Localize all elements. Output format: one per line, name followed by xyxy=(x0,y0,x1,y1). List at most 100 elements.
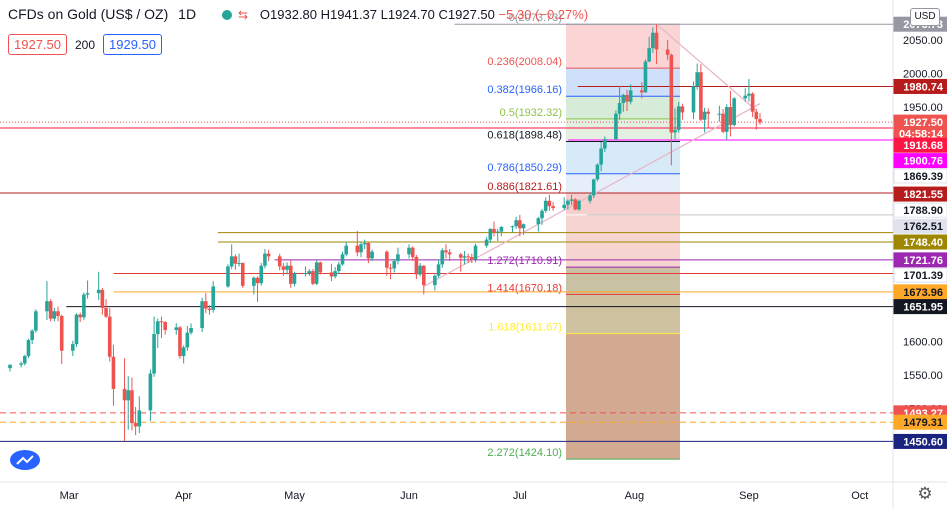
candle-body-30 xyxy=(163,321,167,331)
candle-body-60 xyxy=(329,272,334,277)
candle-body-32 xyxy=(178,327,182,357)
candle-body-5 xyxy=(34,311,38,331)
candle-body-138 xyxy=(743,95,748,99)
low-value: L1924.70 xyxy=(380,7,435,22)
currency-button[interactable]: USD xyxy=(910,8,940,26)
axis-label-11: 1721.76 xyxy=(903,255,943,267)
candle-body-122 xyxy=(654,32,659,50)
y-tick-3: 1600.00 xyxy=(903,336,943,348)
candle-body-13 xyxy=(78,314,82,318)
sell-price-button[interactable]: 1927.50 xyxy=(8,34,67,55)
candle-body-4 xyxy=(30,330,34,341)
candle-body-95 xyxy=(514,220,518,227)
high-value: H1941.37 xyxy=(320,7,378,22)
candle-body-119 xyxy=(643,61,648,93)
candle-body-0 xyxy=(8,364,12,369)
candle-body-87 xyxy=(470,257,474,260)
compare-icon[interactable]: ⇆ xyxy=(237,8,249,22)
fib-zone-9 xyxy=(566,294,680,334)
fib-label-6: 0.886(1821.61) xyxy=(487,181,562,193)
axis-label-bg-12 xyxy=(893,267,947,283)
x-tick-2: May xyxy=(284,490,305,502)
candle-body-114 xyxy=(617,103,622,114)
candle-body-9 xyxy=(56,311,60,316)
candle-body-98 xyxy=(536,218,541,225)
axis-label-bg-13 xyxy=(893,284,947,300)
candle-body-7 xyxy=(48,301,53,319)
candle-body-64 xyxy=(344,245,349,255)
tradingview-logo[interactable] xyxy=(10,450,40,470)
candle-body-37 xyxy=(204,301,208,309)
fib-zone-8 xyxy=(566,267,680,295)
axis-label-bg-5 xyxy=(893,153,947,169)
interval-label[interactable]: 1D xyxy=(178,6,197,22)
candle-body-75 xyxy=(410,247,415,258)
candle-body-6 xyxy=(45,301,49,312)
candle-body-69 xyxy=(370,251,374,259)
candle-body-92 xyxy=(495,231,500,233)
x-tick-1: Apr xyxy=(175,490,192,502)
candle-body-66 xyxy=(359,244,363,253)
candle-body-10 xyxy=(59,315,64,351)
axis-label-bg-8 xyxy=(893,202,947,218)
candle-body-8 xyxy=(52,311,57,319)
candle-body-86 xyxy=(466,256,470,258)
symbol-label[interactable]: CFDs on Gold (US$ / OZ) xyxy=(8,6,169,22)
candle-body-78 xyxy=(421,265,426,286)
candle-body-101 xyxy=(547,200,552,207)
cloud-icon xyxy=(16,455,34,465)
axis-label-bg-4 xyxy=(893,137,947,153)
candle-body-136 xyxy=(728,107,733,126)
fib-label-2: 0.382(1966.16) xyxy=(487,84,562,96)
candle-body-132 xyxy=(706,111,711,114)
candle-body-110 xyxy=(595,164,600,180)
candle-body-18 xyxy=(104,307,108,317)
fib-zone-7 xyxy=(566,214,680,268)
candle-body-106 xyxy=(573,199,578,210)
axis-label-bg-6 xyxy=(893,168,947,184)
candle-body-27 xyxy=(152,334,156,374)
quote-panel: 1927.50 200 1929.50 xyxy=(8,34,163,55)
buy-price-button[interactable]: 1929.50 xyxy=(103,34,163,55)
candle-body-142 xyxy=(758,119,762,123)
candle-body-38 xyxy=(207,308,212,310)
candle-body-141 xyxy=(754,111,759,120)
candle-body-67 xyxy=(362,242,367,245)
spread-value: 200 xyxy=(75,38,96,52)
candle-body-58 xyxy=(314,262,319,284)
fib-zone-4 xyxy=(566,141,680,174)
candle-body-22 xyxy=(126,390,131,401)
candle-body-137 xyxy=(732,98,736,126)
candle-body-71 xyxy=(388,267,393,269)
candle-body-2 xyxy=(22,356,27,364)
chart-header: CFDs on Gold (US$ / OZ) 1D ⇆ O1932.80 H1… xyxy=(8,6,588,22)
candle-body-12 xyxy=(74,314,79,345)
candle-body-84 xyxy=(458,254,463,258)
axis-label-3: 04:58:14 xyxy=(899,128,944,140)
axis-label-1: 1980.74 xyxy=(903,81,944,93)
candle-body-103 xyxy=(562,204,566,209)
axis-label-bg-7 xyxy=(893,186,947,202)
candle-body-3 xyxy=(26,340,31,357)
candle-body-33 xyxy=(181,347,186,357)
candle-body-120 xyxy=(647,48,651,62)
axis-label-bg-17 xyxy=(893,433,947,449)
candle-body-80 xyxy=(436,264,441,276)
gear-icon[interactable]: ⚙ xyxy=(917,484,933,503)
fib-label-0: 0(2073.73) xyxy=(509,12,562,24)
close-value: C1927.50 xyxy=(438,7,495,22)
candle-body-55 xyxy=(303,273,308,275)
fib-zone-3 xyxy=(566,118,680,142)
candle-body-24 xyxy=(133,423,138,427)
trendline-0 xyxy=(423,103,761,288)
fib-label-1: 0.236(2008.04) xyxy=(487,56,562,68)
y-tick-12: 2050.00 xyxy=(903,35,943,47)
axis-label-5: 1900.76 xyxy=(903,156,943,168)
candle-body-52 xyxy=(285,265,289,270)
axis-label-bg-11 xyxy=(893,252,947,268)
candle-body-73 xyxy=(396,254,400,262)
candle-body-113 xyxy=(614,113,618,140)
axis-label-bg-14 xyxy=(893,299,947,315)
candle-body-25 xyxy=(137,410,142,427)
